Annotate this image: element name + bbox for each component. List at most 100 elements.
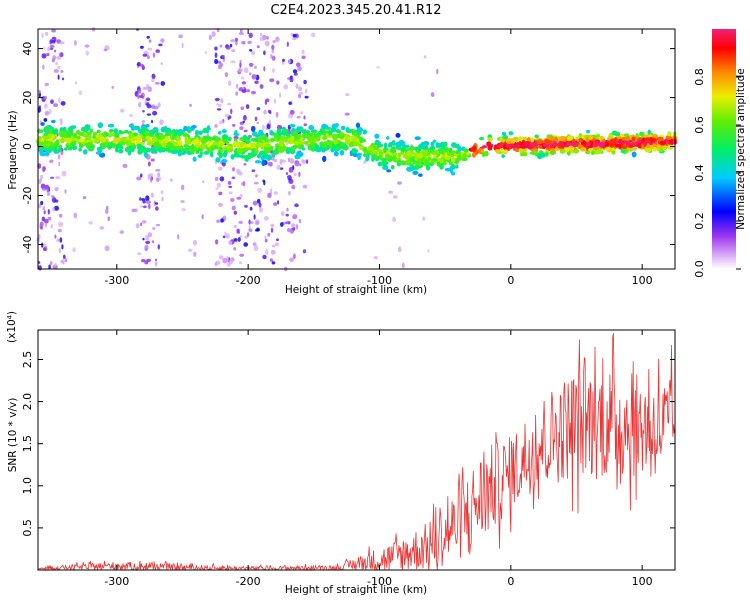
spectrogram-point <box>231 124 236 127</box>
spectrogram-point <box>296 115 301 119</box>
spectrogram-band-point <box>531 150 538 155</box>
spectrogram-point <box>248 32 253 38</box>
spectrogram-band-point <box>357 152 362 157</box>
spectrogram-band-point <box>382 161 389 166</box>
spectrogram-band-point <box>566 142 572 146</box>
spectrogram-point <box>298 218 302 224</box>
colorbar-gradient <box>712 29 736 269</box>
spectrogram-band-point <box>197 130 203 135</box>
spectrogram-band-point <box>362 129 367 135</box>
spectrogram-band-point <box>150 146 155 153</box>
spectrogram-band-point <box>212 137 216 141</box>
spectrogram-band-point <box>125 139 132 145</box>
spectrogram-band-point <box>227 147 233 153</box>
spectrogram-band-point <box>285 148 291 154</box>
spectrogram-point <box>286 172 288 176</box>
spectrogram-band-point <box>500 148 505 153</box>
spectrogram-band-point <box>322 135 328 140</box>
spectrogram-point <box>271 49 275 54</box>
spectrogram-point <box>52 206 55 212</box>
spectrogram-point <box>138 101 142 108</box>
spectrogram-point <box>238 220 243 225</box>
spectrogram-point <box>150 158 155 162</box>
spectrogram-point <box>392 195 398 199</box>
spectrogram-band-point <box>567 135 573 141</box>
spectrogram-band-point <box>624 149 629 153</box>
spectrogram-point <box>214 46 218 51</box>
spectrogram-band-point <box>514 147 520 152</box>
spectrogram-band-point <box>86 141 93 146</box>
spectrogram-band-point <box>109 142 114 147</box>
spectrogram-band-point <box>345 139 351 145</box>
spectrogram-point <box>248 228 253 233</box>
spectrogram-point <box>299 163 302 167</box>
spectrogram-band-point <box>662 145 668 150</box>
spectrogram-point <box>46 52 50 57</box>
spectrogram-band-point <box>45 125 50 131</box>
spectrogram-point <box>43 96 48 100</box>
spectrogram-point <box>146 35 150 39</box>
spectrogram-band-point <box>359 137 365 144</box>
spectrogram-band-point <box>631 136 636 142</box>
spectrogram-point <box>238 32 244 35</box>
spectrogram-band-point <box>542 142 547 147</box>
spectrogram-point <box>292 214 298 220</box>
spectrogram-point <box>238 261 243 265</box>
spectrogram-point <box>344 112 350 116</box>
spectrogram-point <box>256 107 261 111</box>
spectrogram-point <box>57 65 61 70</box>
spectrogram-point <box>142 53 148 57</box>
spectrogram-band-point <box>236 148 244 154</box>
spectrogram-point <box>240 76 245 80</box>
spectrogram-band-point <box>100 138 106 143</box>
spectrogram-band-point <box>297 133 302 139</box>
spectrogram-point <box>270 227 274 233</box>
spectrogram-point <box>85 50 89 56</box>
spectrogram-point <box>181 42 184 49</box>
spectrogram-band-point <box>494 149 501 153</box>
spectrogram-band-point <box>352 148 359 153</box>
spectrogram-point <box>236 169 241 174</box>
spectrogram-point <box>298 86 303 92</box>
spectrogram-point <box>131 208 136 213</box>
spectrogram-band-point <box>614 143 620 148</box>
spectrogram-point <box>181 208 186 212</box>
spectrogram-band-point <box>326 139 331 145</box>
spectrogram-point <box>288 166 294 173</box>
spectrogram-band-point <box>568 145 575 151</box>
spectrogram-point <box>42 206 46 211</box>
spectrogram-band-point <box>215 157 221 163</box>
spectrogram-point <box>286 41 289 47</box>
spectrogram-band-point <box>225 141 229 145</box>
spectrogram-band-point <box>238 142 244 147</box>
spectrogram-band-point <box>155 132 160 137</box>
spectrogram-point <box>228 185 233 189</box>
spectrogram-band-point <box>185 147 190 152</box>
spectrogram-point <box>46 192 51 196</box>
spectrogram-point <box>88 221 93 225</box>
spectrogram-band-point <box>481 145 487 149</box>
spectrogram-point <box>49 39 53 45</box>
spectrogram-band-point <box>177 144 184 150</box>
spectrogram-point <box>147 232 153 238</box>
spectrogram-band-point <box>313 134 320 138</box>
spectrogram-band-point <box>133 125 140 131</box>
spectrogram-point <box>263 66 266 72</box>
spectrogram-point <box>82 196 87 200</box>
spectrogram-point <box>151 78 155 83</box>
spectrogram-band-point <box>390 147 397 153</box>
spectrogram-band-point <box>414 136 421 140</box>
spectrogram-band-point <box>161 139 168 143</box>
spectrogram-band-point <box>163 126 168 132</box>
spectrogram-point <box>249 206 253 211</box>
spectrogram-band-point <box>339 150 344 156</box>
spectrogram-band-point <box>115 146 119 153</box>
spectrogram-point <box>53 69 59 73</box>
spectrogram-point <box>214 124 218 128</box>
spectrogram-point <box>54 205 59 211</box>
spectrogram-point <box>152 227 156 230</box>
spectrogram-band-point <box>174 149 180 154</box>
spectrogram-point <box>267 192 272 199</box>
colorbar-tick-label: 0.4 <box>693 164 706 182</box>
snr-frame <box>37 329 676 571</box>
